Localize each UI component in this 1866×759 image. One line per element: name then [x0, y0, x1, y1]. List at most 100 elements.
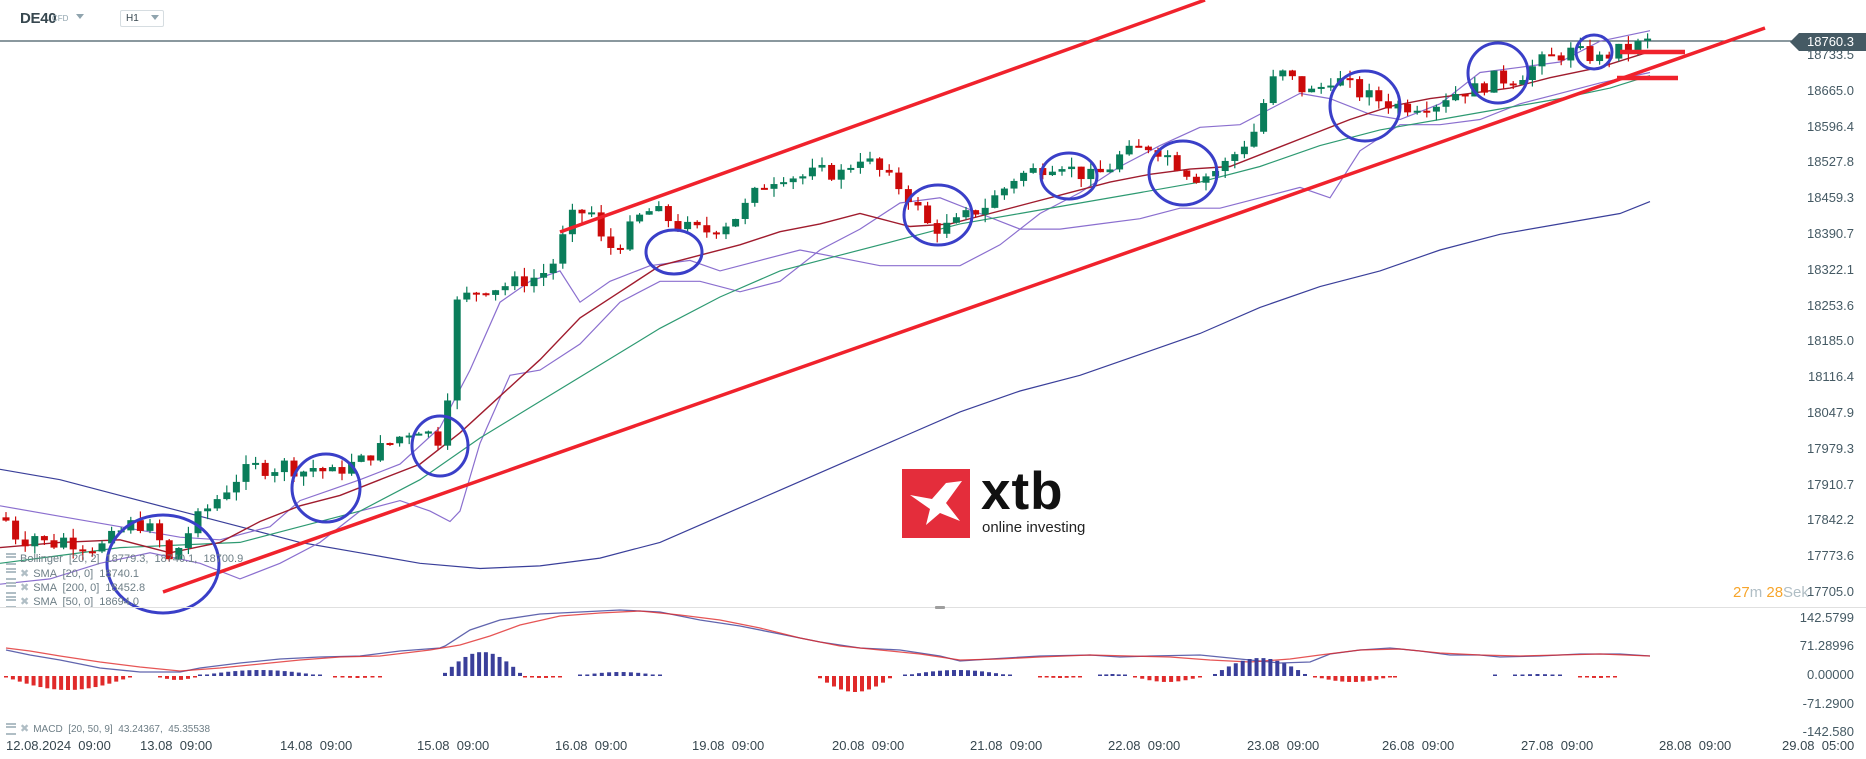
macd-histogram-bar — [186, 676, 190, 679]
candle-bull — [424, 431, 432, 434]
legend-remove-icon[interactable]: ✖ — [20, 723, 30, 735]
macd-histogram-bar — [477, 652, 482, 676]
legend-macd[interactable]: ✖ MACD [20, 50, 9] 43.24367, 45.35538 — [6, 722, 211, 736]
time-axis-label: 29.08 05:00 — [1782, 738, 1855, 753]
macd-histogram-bar — [1296, 670, 1301, 676]
macd-histogram-bar — [1001, 674, 1005, 676]
macd-histogram-bar — [1585, 676, 1589, 678]
macd-histogram-bar — [650, 674, 655, 676]
candle-bull — [271, 472, 279, 476]
macd-histogram-bar — [1254, 658, 1259, 676]
legend-bollinger[interactable]: Bollinger [20, 2] 18779.3, 18740.1, 1870… — [6, 553, 243, 566]
macd-histogram-bar — [578, 674, 582, 676]
macd-histogram-bar — [1198, 676, 1202, 678]
price-axis-label: 18116.4 — [1807, 369, 1854, 385]
macd-histogram-bar — [511, 666, 516, 676]
candle-bear — [1356, 79, 1364, 98]
time-axis-label: 15.08 09:00 — [417, 738, 490, 753]
candle-bull — [559, 234, 567, 264]
price-axis-label: 18733.5 — [1807, 46, 1854, 62]
legend-sma200[interactable]: ✖ SMA [200, 0] 18452.8 — [6, 581, 145, 595]
sma20-line — [0, 50, 1651, 554]
macd-histogram-bar — [1268, 659, 1273, 676]
candle-bull — [1413, 110, 1421, 113]
sma200-line — [0, 201, 1651, 570]
price-axis-label: 18047.9 — [1807, 404, 1854, 420]
macd-histogram-bar — [1071, 676, 1076, 678]
legend-remove-icon[interactable]: ✖ — [20, 568, 30, 580]
macd-histogram-bar — [938, 670, 942, 676]
legend-menu-icon[interactable] — [6, 568, 16, 581]
timeframe-value: H1 — [126, 13, 139, 24]
candle-bull — [492, 290, 500, 295]
candle-bull — [1615, 43, 1623, 59]
macd-histogram-bar — [1051, 676, 1056, 678]
candle-bull — [1365, 90, 1373, 98]
macd-signal-line — [5, 610, 1651, 672]
legend-sma50[interactable]: ✖ SMA [50, 0] 18694.0 — [6, 595, 139, 609]
candle-bull — [568, 209, 576, 235]
candle-bull — [684, 221, 692, 230]
price-axis-label: 18253.6 — [1807, 297, 1854, 313]
price-axis-label: 18390.7 — [1807, 225, 1854, 241]
macd-histogram-bar — [340, 676, 345, 678]
legend-menu-icon[interactable] — [6, 723, 16, 736]
bollinger-upper-band — [0, 30, 1651, 541]
highlight-circle — [410, 414, 470, 478]
candle-bull — [453, 299, 461, 401]
candle-bear — [1192, 176, 1200, 183]
legend-sma20[interactable]: ✖ SMA [20, 0] 18740.1 — [6, 567, 139, 581]
candle-bull — [636, 214, 644, 222]
macd-histogram-bar — [1528, 674, 1532, 676]
candle-bear — [933, 223, 941, 234]
symbol-dropdown-chevron-icon[interactable] — [76, 14, 84, 19]
macd-histogram-bar — [1535, 674, 1540, 676]
candle-bull — [1394, 103, 1402, 109]
macd-axis-label: 0.00000 — [1807, 667, 1854, 682]
candle-bear — [69, 537, 77, 550]
macd-histogram-bar — [121, 676, 126, 680]
price-axis-label: 17705.0 — [1807, 584, 1854, 599]
legend-remove-icon[interactable]: ✖ — [20, 582, 30, 594]
candle-bull — [415, 433, 423, 436]
candle-bear — [1480, 83, 1488, 93]
candle-bear — [1586, 46, 1594, 62]
macd-histogram-bar — [158, 676, 162, 678]
candle-bull — [780, 182, 788, 185]
candle-bear — [1346, 78, 1354, 81]
candle-bull — [1279, 70, 1287, 77]
candle-bear — [693, 221, 701, 226]
candle-bull — [1308, 88, 1316, 93]
legend-menu-icon[interactable] — [6, 553, 16, 566]
time-axis-label: 16.08 09:00 — [555, 738, 628, 753]
candle-bear — [2, 517, 10, 521]
candle-bull — [540, 273, 548, 278]
candle-bear — [386, 443, 394, 446]
macd-histogram-bar — [31, 676, 36, 686]
candle-bull — [847, 167, 855, 170]
macd-histogram-bar — [987, 672, 991, 676]
timeframe-select[interactable]: H1 — [120, 10, 164, 27]
macd-histogram-bar — [959, 670, 963, 676]
candle-bull — [770, 184, 778, 189]
candle-bear — [760, 187, 768, 190]
macd-histogram-bar — [1275, 660, 1280, 676]
legend-label: MACD [20, 50, 9] 43.24367, 45.35538 — [33, 724, 211, 735]
sma50-line — [0, 75, 1651, 564]
macd-histogram-bar — [1333, 676, 1338, 681]
candle-bear — [1298, 76, 1306, 93]
macd-histogram-bar — [881, 676, 885, 683]
macd-histogram-bar — [1282, 663, 1287, 676]
macd-histogram-bar — [1147, 676, 1152, 681]
macd-histogram-bar — [530, 676, 534, 678]
macd-histogram-bar — [1104, 674, 1109, 676]
highlight-circle — [1147, 139, 1219, 207]
macd-histogram-bar — [966, 670, 970, 676]
symbol-name[interactable]: DE40 — [20, 10, 57, 27]
legend-menu-icon[interactable] — [6, 582, 16, 595]
macd-histogram-bar — [1543, 674, 1547, 676]
legend-remove-icon[interactable]: ✖ — [20, 596, 30, 608]
panel-resize-handle[interactable] — [935, 606, 945, 609]
candle-bull — [732, 218, 740, 227]
